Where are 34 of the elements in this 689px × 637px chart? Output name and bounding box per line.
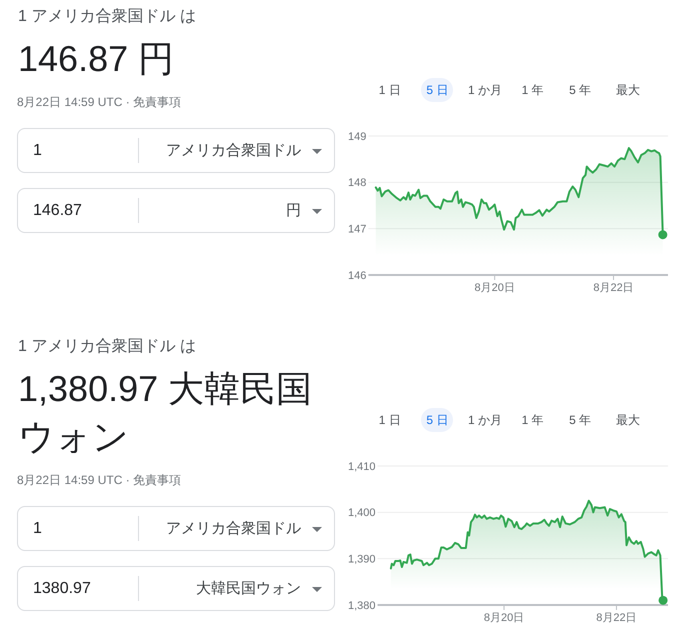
text: 8月22日 14:59 UTC · 免責事項 xyxy=(17,95,182,109)
converter-field: 1 アメリカ合衆国ドル xyxy=(17,506,335,551)
text: 5 年 xyxy=(569,82,592,98)
y-tick-label: 1,400 xyxy=(348,507,376,520)
converter-field: 146.87 円 xyxy=(17,188,335,233)
text: 1 日 xyxy=(378,82,401,98)
text: 5 日 xyxy=(426,82,448,98)
y-tick-label: 149 xyxy=(348,130,366,143)
chart-title: 1,380.97 大韓民国ウォン xyxy=(18,368,312,457)
y-tick-label: 146 xyxy=(348,270,366,282)
text: 1 アメリカ合衆国ドル は xyxy=(18,8,196,25)
text: 5 日 xyxy=(426,412,448,428)
x-tick-label: 8月22日 xyxy=(593,282,634,294)
y-tick-label: 1,390 xyxy=(348,554,376,566)
text: 5 年 xyxy=(569,412,592,428)
y-tick-label: 1,380 xyxy=(348,600,376,612)
x-tick-label: 8月20日 xyxy=(474,282,515,294)
converter-field: 1380.97 大韓民国ウォン xyxy=(17,566,335,611)
converter-field: 1 アメリカ合衆国ドル xyxy=(17,128,335,173)
x-tick-label: 8月22日 xyxy=(596,612,637,624)
chart-title: 146.87 円 xyxy=(18,38,174,79)
y-tick-label: 1,410 xyxy=(348,460,376,473)
text: 1 年 xyxy=(522,412,544,428)
text: 8月22日 14:59 UTC · 免責事項 xyxy=(17,473,182,487)
x-tick-label: 8月20日 xyxy=(484,612,524,624)
text: 1 日 xyxy=(378,412,401,428)
text: 最大 xyxy=(616,82,640,98)
text: 1 か月 xyxy=(468,412,502,428)
text: 1 アメリカ合衆国ドル は xyxy=(18,338,196,355)
text: 1 年 xyxy=(522,82,544,98)
y-tick-label: 147 xyxy=(348,224,366,236)
text: 最大 xyxy=(616,412,640,428)
text: 1 か月 xyxy=(468,82,502,98)
y-tick-label: 148 xyxy=(348,177,366,190)
